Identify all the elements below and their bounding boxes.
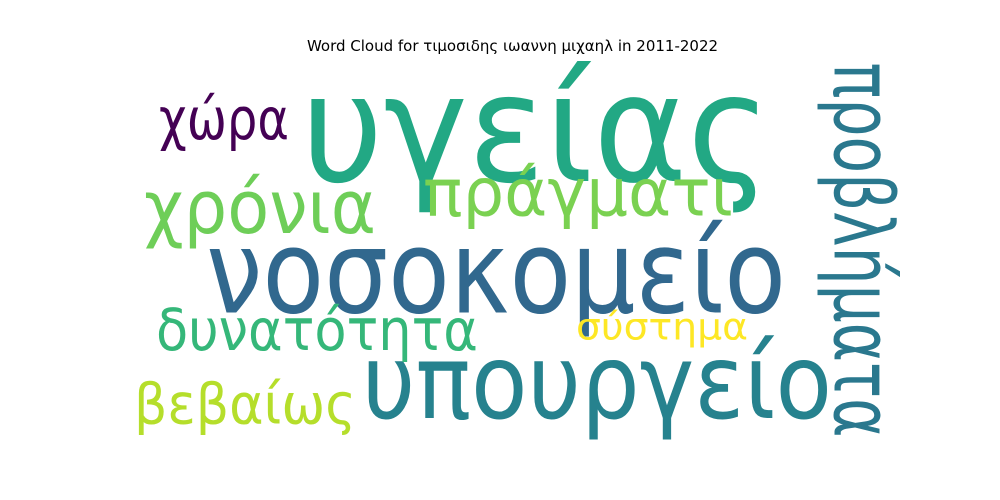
word-5: χρόνια	[144, 165, 376, 251]
word-8: χώρα	[159, 85, 289, 153]
word-1: υγείας	[301, 60, 771, 217]
word-2: νοσοκομείο	[206, 206, 786, 341]
word-7: δυνατότητα	[156, 296, 478, 364]
word-9: βεβαίως	[134, 373, 356, 438]
word-4: προβλήματα	[815, 63, 901, 438]
word-cloud: υγείας νοσοκομείο υπουργείο προβλήματα χρόνι…	[125, 60, 900, 448]
word-3: υπουργείο	[362, 323, 832, 443]
word-10: σύστημα	[576, 306, 748, 349]
word-6: πράγματι	[423, 155, 733, 232]
chart-title: Word Cloud for τιμοσιδης ιωαννη μιχαηλ i…	[306, 37, 719, 55]
